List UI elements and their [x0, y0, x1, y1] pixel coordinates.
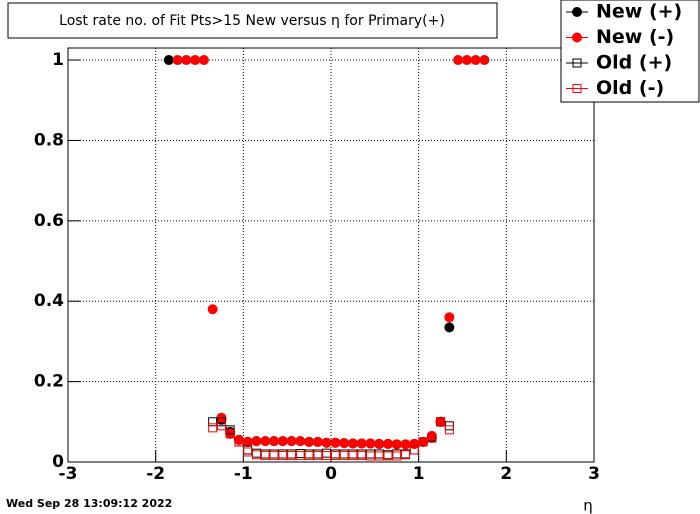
y-tick-label: 0.2 — [34, 372, 64, 392]
point — [208, 417, 218, 427]
x-tick-label: -2 — [146, 464, 165, 484]
point — [348, 451, 358, 461]
point — [461, 55, 472, 66]
point — [357, 451, 367, 461]
x-tick-label: 3 — [588, 464, 600, 484]
point — [383, 451, 393, 461]
legend-label: Old (-) — [596, 77, 664, 99]
point — [470, 55, 481, 66]
point — [287, 451, 297, 461]
point — [418, 436, 429, 447]
point — [356, 438, 367, 449]
point — [277, 436, 288, 447]
point — [365, 438, 376, 449]
point — [418, 437, 428, 447]
y-tick-label: 0.6 — [34, 211, 64, 231]
point — [286, 436, 297, 447]
point — [163, 55, 174, 66]
point — [312, 436, 323, 447]
point — [330, 451, 340, 461]
point — [427, 433, 437, 443]
point — [234, 437, 244, 447]
series — [208, 417, 454, 461]
point — [401, 450, 411, 460]
x-tick-label: 2 — [500, 464, 512, 484]
point — [426, 430, 437, 441]
point — [304, 436, 315, 447]
legend-label: New (-) — [596, 26, 674, 48]
point — [382, 438, 393, 449]
point — [347, 438, 358, 449]
point — [391, 439, 402, 450]
point — [374, 451, 384, 461]
point — [435, 416, 446, 427]
point — [198, 55, 209, 66]
x-tick-label: -3 — [59, 464, 78, 484]
point — [181, 55, 192, 66]
point — [321, 437, 332, 448]
legend-marker — [572, 32, 582, 43]
point — [278, 451, 288, 461]
y-tick-label: 0 — [52, 452, 64, 472]
y-tick-label: 1 — [52, 50, 64, 70]
point — [444, 425, 454, 435]
x-tick-label: 0 — [325, 464, 337, 484]
series — [172, 55, 490, 450]
point — [295, 436, 306, 447]
point — [330, 437, 341, 448]
point — [313, 451, 323, 461]
legend-marker — [572, 58, 582, 68]
point — [269, 451, 279, 461]
title-box — [7, 2, 498, 39]
y-tick-label: 0.8 — [34, 130, 64, 150]
point — [172, 55, 183, 66]
point — [409, 445, 419, 455]
point — [251, 436, 262, 447]
point — [225, 429, 235, 439]
point — [207, 304, 218, 315]
legend-marker — [572, 7, 582, 17]
point — [216, 421, 226, 431]
x-tick-label: 1 — [413, 464, 425, 484]
legend-box — [560, 0, 700, 103]
point — [339, 451, 349, 461]
point — [260, 436, 271, 447]
point — [251, 450, 261, 460]
legend-marker — [572, 84, 582, 93]
x-tick-label: -1 — [234, 464, 253, 484]
point — [392, 451, 402, 461]
point — [260, 451, 270, 461]
point — [479, 55, 490, 66]
point — [365, 451, 375, 461]
point — [339, 438, 350, 449]
point — [190, 55, 201, 66]
point — [444, 312, 455, 323]
point — [409, 438, 420, 449]
legend-label: New (+) — [596, 1, 682, 23]
timestamp: Wed Sep 28 13:09:12 2022 — [6, 497, 172, 510]
point — [242, 436, 253, 447]
point — [295, 451, 305, 461]
chart-title: Lost rate no. of Fit Pts>15 New versus η… — [59, 13, 445, 29]
legend-label: Old (+) — [596, 52, 672, 74]
point — [400, 439, 411, 450]
point — [304, 451, 314, 461]
y-tick-label: 0.4 — [34, 291, 64, 311]
point — [374, 438, 385, 449]
point — [208, 423, 218, 433]
x-axis-label: η — [583, 497, 593, 514]
point — [243, 447, 253, 457]
point — [453, 55, 464, 66]
point — [444, 322, 455, 333]
point — [269, 436, 280, 447]
point — [436, 417, 446, 427]
point — [322, 451, 332, 461]
point — [233, 434, 244, 445]
